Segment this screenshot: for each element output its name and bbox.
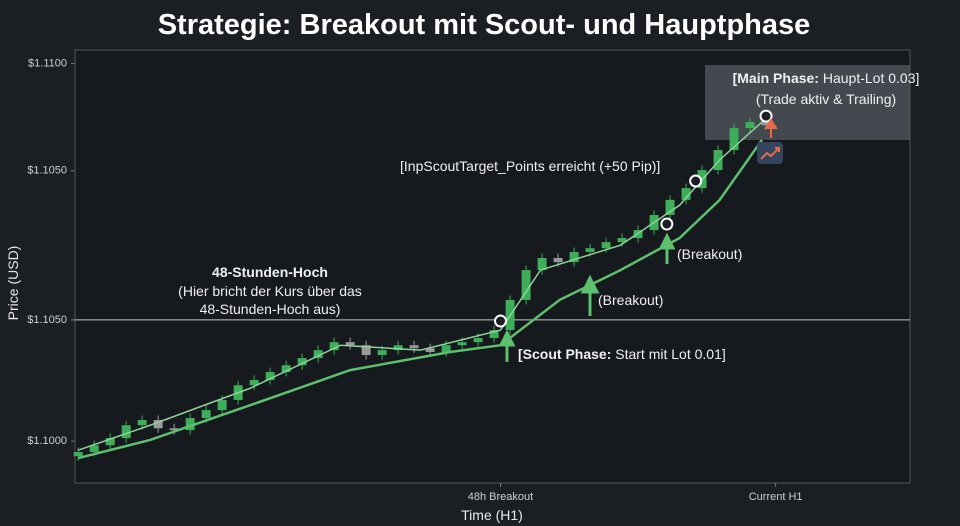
candle-body [329,342,339,351]
candle-body [169,428,179,431]
y-axis-label: Price (USD) [5,246,21,321]
candle-body [681,188,691,200]
x-tick-label: Current H1 [749,491,803,503]
annotation: (Breakout) [598,292,663,308]
candle-body [473,338,483,343]
y-tick-label: $1.1000 [27,435,67,447]
annotation-text: Start mit Lot 0.01] [611,346,725,362]
candle-body [537,258,547,271]
trend-icon [757,142,783,164]
candle-body [345,342,355,346]
annotation: [InpScoutTarget_Points erreicht (+50 Pip… [400,158,660,174]
candle-body [121,425,131,439]
candle-body [137,419,147,426]
annotation: 48-Stunden-Hoch [212,264,328,280]
candle-body [313,350,323,359]
candle-body [393,345,403,351]
annotation-bold: [Main Phase: [733,70,819,86]
chart-title: Strategie: Breakout mit Scout- und Haupt… [158,9,811,41]
y-tick-label: $1.1100 [28,57,67,69]
candle-body [761,122,771,126]
signal-marker [689,174,703,188]
candle-body [617,237,627,243]
candle-body [553,258,563,263]
candle-body [585,248,595,252]
candle-body [105,438,115,446]
annotation: (Hier bricht der Kurs über das [178,283,362,299]
candle-body [217,399,227,411]
annotation-text: Haupt-Lot 0.03] [819,70,919,86]
trend-icon-line [760,147,780,160]
candle-body [201,410,211,419]
exit-arrow [764,118,778,138]
candle-body [73,452,83,457]
main-phase-box [705,65,910,140]
y-tick-label: $1.1050 [27,165,67,177]
candle-body [745,122,755,129]
candle-body [249,379,259,386]
candle-body [153,419,163,429]
candle-body [457,342,467,346]
x-axis-label: Time (H1) [461,507,523,523]
y-tick-label: $1.1050 [27,314,67,326]
candle-body [409,345,419,349]
candle-body [425,348,435,353]
candle-body [521,270,531,300]
candle-body [185,418,195,431]
up-arrow [658,232,676,264]
signal-marker [493,314,507,328]
candle-body [601,242,611,249]
annotation: (Breakout) [677,246,742,262]
candle-body [665,199,675,215]
up-arrow [498,329,516,362]
candle-body [713,150,723,171]
arrows [498,232,676,362]
x-tick-label: 48h Breakout [468,491,533,503]
candle-body [489,330,499,339]
annotation-bold: [Scout Phase: [518,346,611,362]
annotation: (Trade aktiv & Trailing) [756,91,896,107]
candle-body [569,251,579,263]
candle-body [297,358,307,366]
candle-body [89,445,99,453]
candle-body [377,350,387,356]
candle-body [265,372,275,380]
annotation: [Main Phase: Haupt-Lot 0.03] [733,70,920,86]
candle-body [361,345,371,356]
moving-average [77,119,765,451]
candle-body [281,365,291,373]
signal-marker [660,217,674,231]
annotation: [Scout Phase: Start mit Lot 0.01] [518,346,726,362]
candle-body [729,128,739,151]
candle-body [441,345,451,353]
up-arrow [580,274,600,316]
annotation: 48-Stunden-Hoch aus) [200,301,341,317]
signal-marker [759,109,773,123]
